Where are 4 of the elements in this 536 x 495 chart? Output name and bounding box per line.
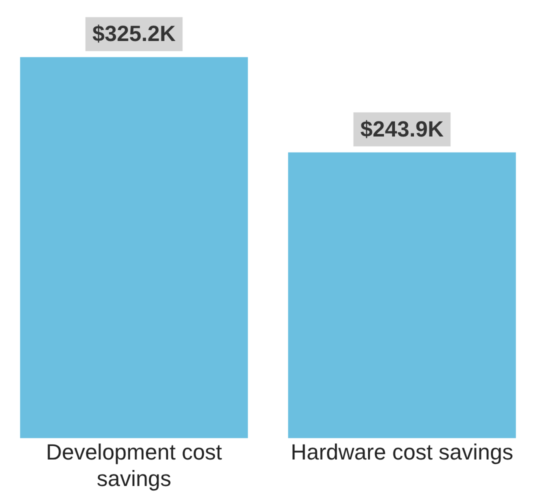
- x-tick-label: Hardware cost savings: [290, 439, 514, 464]
- data-label: $243.9K: [360, 116, 444, 142]
- data-label: $325.2K: [92, 21, 176, 46]
- x-tick-label: Development cost savings: [46, 439, 222, 491]
